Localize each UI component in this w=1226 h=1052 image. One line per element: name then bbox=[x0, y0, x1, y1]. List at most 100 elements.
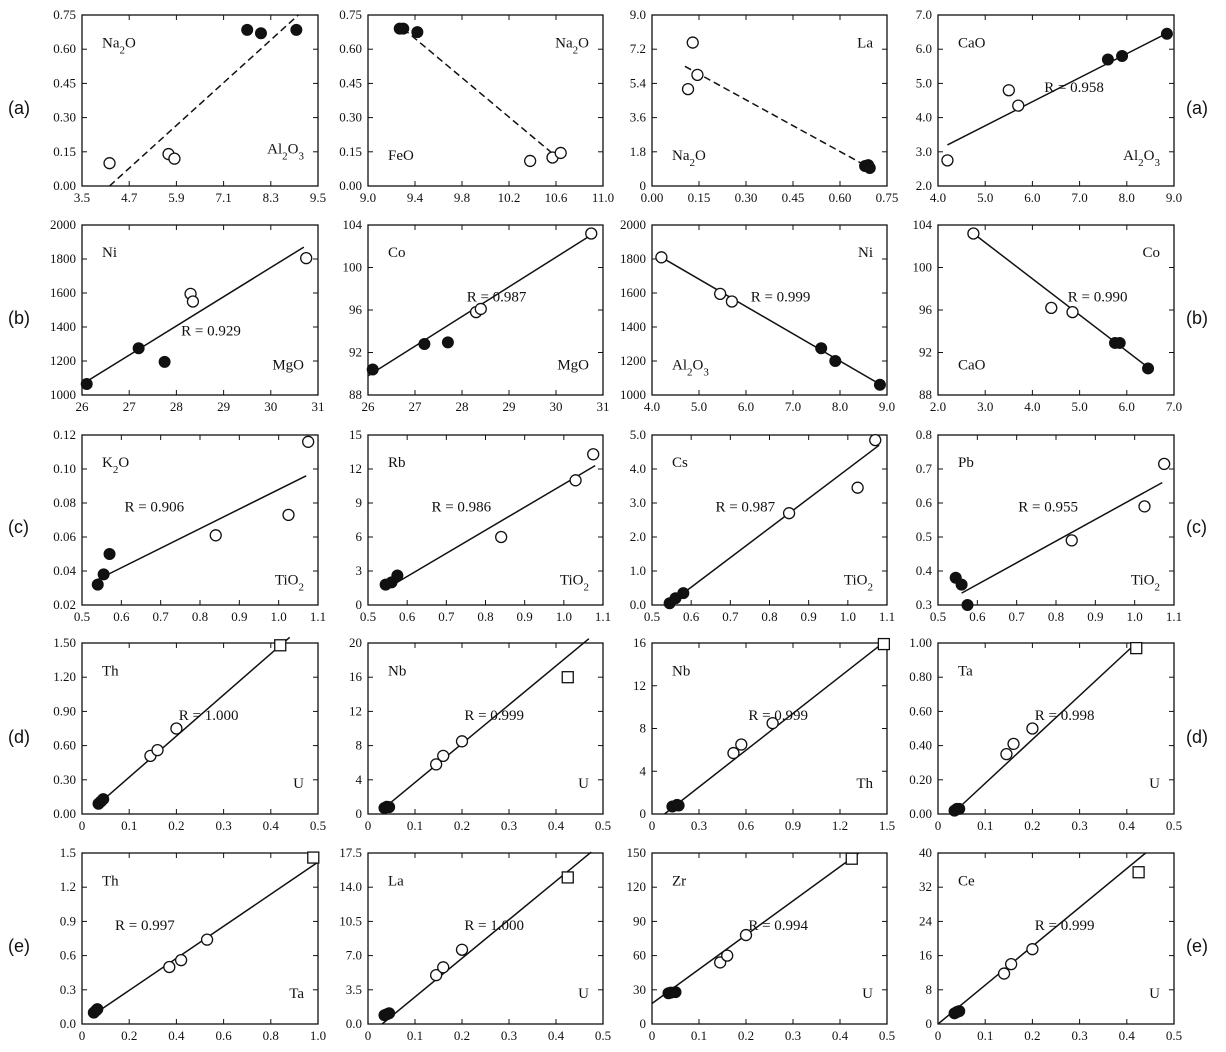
x-tick-label: 9.5 bbox=[310, 190, 326, 205]
y-tick-label: 0.90 bbox=[53, 703, 76, 718]
y-variable-label: Rb bbox=[388, 455, 406, 471]
open-circle-point bbox=[1002, 84, 1015, 97]
correlation-label: R = 0.999 bbox=[1035, 918, 1095, 934]
x-tick-label: 27 bbox=[409, 399, 423, 414]
correlation-label: R = 0.987 bbox=[467, 289, 527, 305]
x-tick-label: 4.0 bbox=[930, 190, 946, 205]
open-circle-point bbox=[151, 744, 164, 757]
y-tick-label: 10.5 bbox=[339, 913, 362, 928]
open-circle-point bbox=[727, 746, 740, 760]
correlation-label: R = 0.929 bbox=[181, 323, 241, 339]
panel-e3: 0 0.1 0.2 0.3 0.4 0.5 0 30 60 90 120 150 Zr U R = 0.99… bbox=[627, 845, 896, 1043]
filled-circle-point bbox=[441, 336, 454, 349]
filled-circle-point bbox=[91, 578, 104, 591]
y-tick-label: 4 bbox=[356, 772, 363, 787]
y-tick-label: 1000 bbox=[50, 387, 76, 402]
correlation-label: R = 1.000 bbox=[179, 708, 239, 724]
row-label-left: (d) bbox=[8, 727, 30, 747]
y-tick-label: 0 bbox=[640, 806, 647, 821]
x-tick-label: 0.5 bbox=[360, 609, 376, 624]
x-variable-label: U bbox=[578, 776, 589, 792]
open-circle-point bbox=[437, 749, 450, 763]
plot-frame bbox=[81, 224, 319, 396]
filled-circle-point bbox=[383, 1007, 396, 1020]
x-tick-label: 30 bbox=[550, 399, 563, 414]
y-tick-label: 9.0 bbox=[630, 7, 646, 22]
open-circle-point bbox=[168, 152, 181, 165]
y-tick-label: 7.2 bbox=[630, 41, 646, 56]
open-circle-point bbox=[766, 717, 779, 730]
x-variable-label: Na2O bbox=[672, 148, 706, 169]
x-tick-label: 9.8 bbox=[454, 190, 470, 205]
x-tick-label: 6.0 bbox=[1119, 399, 1135, 414]
panel-d3: 0 0.3 0.6 0.9 1.2 1.5 0 4 8 12 16 Nb Th R = 0.999 bbox=[633, 635, 895, 833]
y-variable-label: Cs bbox=[672, 455, 688, 471]
x-tick-label: 0.6 bbox=[113, 609, 130, 624]
panel-b4: 2.0 3.0 4.0 5.0 6.0 7.0 88 92 96 100 104 Co CaO R = 0… bbox=[913, 217, 1183, 414]
open-circle-point bbox=[587, 448, 600, 461]
x-tick-label: 0.5 bbox=[310, 818, 326, 833]
open-circle-point bbox=[585, 227, 598, 240]
x-variable-label: Th bbox=[856, 776, 873, 792]
open-circle-point bbox=[1000, 748, 1013, 761]
y-tick-label: 4.0 bbox=[630, 461, 646, 476]
x-tick-label: 0.6 bbox=[738, 818, 755, 833]
correlation-label: R = 0.994 bbox=[748, 918, 808, 934]
y-variable-label: Ni bbox=[858, 245, 873, 261]
plot-frame bbox=[651, 224, 888, 396]
y-tick-label: 0.30 bbox=[53, 772, 76, 787]
x-tick-label: 26 bbox=[362, 399, 376, 414]
open-circle-point bbox=[455, 735, 469, 748]
x-tick-label: 0.2 bbox=[738, 1028, 754, 1043]
x-variable-label: TiO2 bbox=[275, 573, 304, 594]
x-variable-label: Al2O3 bbox=[1123, 148, 1160, 169]
y-tick-label: 0.15 bbox=[339, 144, 362, 159]
y-tick-label: 88 bbox=[919, 387, 932, 402]
correlation-label: R = 0.999 bbox=[464, 708, 524, 724]
open-circle-point bbox=[735, 738, 748, 751]
x-tick-label: 1.2 bbox=[832, 818, 848, 833]
y-tick-label: 0.0 bbox=[60, 1016, 76, 1031]
x-variable-label: TiO2 bbox=[1131, 573, 1160, 594]
regression-line bbox=[381, 851, 592, 1025]
regression-line bbox=[684, 65, 869, 168]
y-tick-label: 0.45 bbox=[339, 75, 362, 90]
x-tick-label: 8.0 bbox=[1119, 190, 1135, 205]
y-tick-label: 3 bbox=[356, 563, 363, 578]
y-tick-label: 3.5 bbox=[346, 982, 362, 997]
y-tick-label: 96 bbox=[349, 302, 363, 317]
y-tick-label: 100 bbox=[913, 260, 933, 275]
y-tick-label: 150 bbox=[627, 845, 647, 860]
row-label-right: (d) bbox=[1186, 727, 1208, 747]
y-tick-label: 0.12 bbox=[53, 427, 76, 442]
x-tick-label: 0.5 bbox=[74, 609, 90, 624]
y-tick-label: 0.04 bbox=[53, 563, 76, 578]
y-variable-label: La bbox=[388, 873, 404, 889]
open-circle-point bbox=[967, 227, 980, 240]
x-tick-label: 1.1 bbox=[595, 609, 611, 624]
filled-circle-point bbox=[1101, 53, 1114, 66]
x-tick-label: 28 bbox=[170, 399, 183, 414]
correlation-label: R = 0.998 bbox=[1035, 708, 1095, 724]
correlation-label: R = 0.997 bbox=[115, 918, 175, 934]
x-tick-label: 0.4 bbox=[168, 1028, 185, 1043]
y-tick-label: 0.7 bbox=[916, 461, 933, 476]
x-variable-label: MgO bbox=[557, 357, 589, 373]
panel-e1: 0 0.2 0.4 0.6 0.8 1.0 0.0 0.3 0.6 0.9 1.2 1.5 Th Ta R … bbox=[60, 845, 326, 1043]
filled-circle-point bbox=[80, 377, 93, 390]
x-tick-label: 0.8 bbox=[263, 1028, 279, 1043]
panel-b2: 26 27 28 29 30 31 88 92 96 100 104 Co MgO R = 0.987 bbox=[343, 217, 610, 414]
x-tick-label: 9.0 bbox=[879, 399, 895, 414]
y-tick-label: 0.00 bbox=[909, 806, 932, 821]
y-tick-label: 1.00 bbox=[909, 635, 932, 650]
y-variable-label: Na2O bbox=[102, 35, 136, 56]
y-tick-label: 100 bbox=[343, 260, 363, 275]
y-tick-label: 0.60 bbox=[909, 703, 932, 718]
open-circle-point bbox=[103, 157, 116, 170]
x-tick-label: 0.6 bbox=[683, 609, 700, 624]
open-circle-point bbox=[174, 954, 188, 967]
x-tick-label: 0.00 bbox=[641, 190, 664, 205]
regression-line bbox=[951, 642, 1137, 815]
open-square-point bbox=[1130, 641, 1143, 655]
